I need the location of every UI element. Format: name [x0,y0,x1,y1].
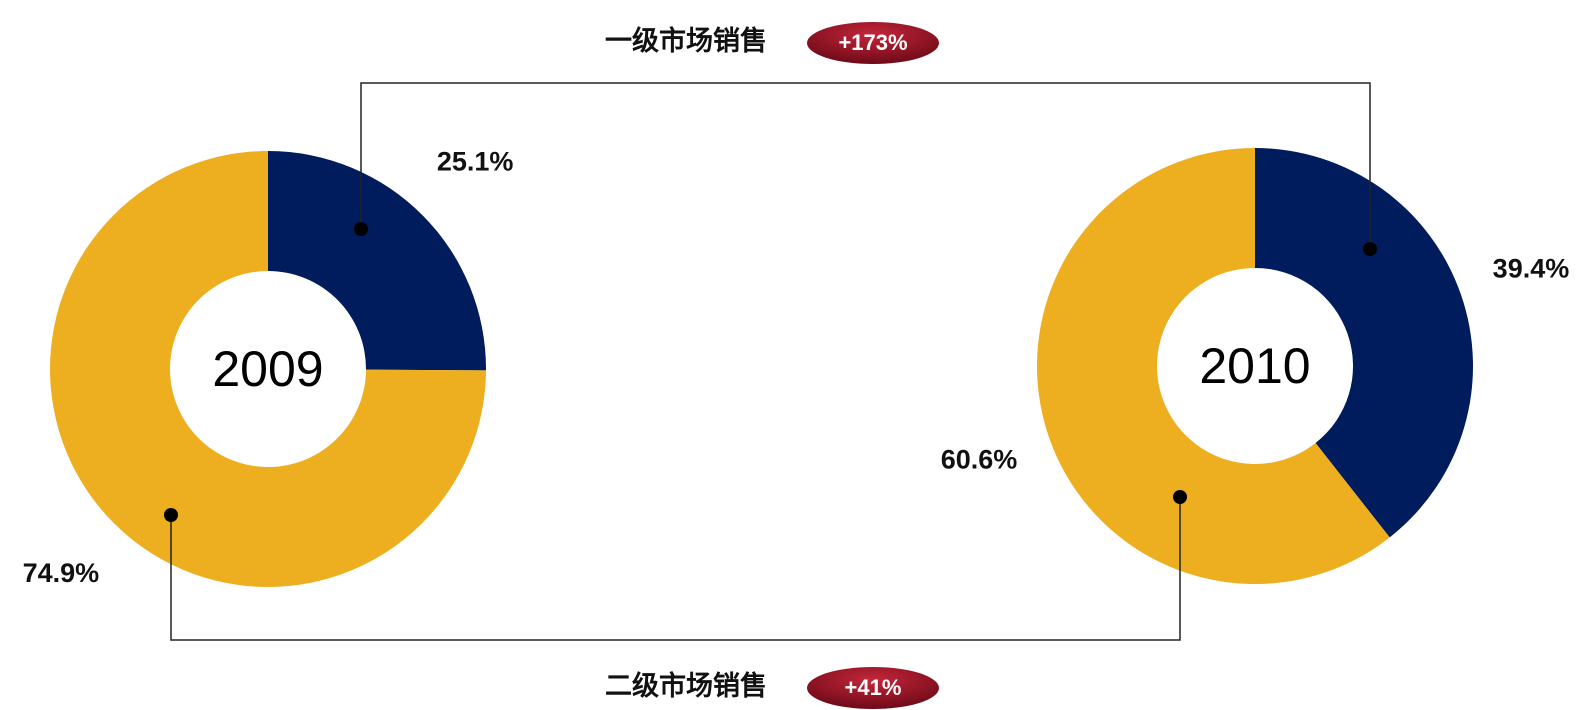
link-label: 二级市场销售 [605,670,767,701]
connector-line [170,497,1181,641]
connector-line [360,82,1371,249]
link-label: 一级市场销售 [605,25,767,56]
badge-label: +41% [845,675,902,700]
donut-slice [268,151,486,371]
data-label: 74.9% [23,558,100,588]
donut-slice [49,151,486,587]
badge [807,667,939,709]
data-label: 39.4% [1493,254,1570,284]
badge [807,22,939,64]
center-label: 2009 [212,341,323,397]
connector-dot [354,222,368,236]
data-label: 60.6% [941,445,1018,475]
connector-dot [1173,490,1187,504]
center-label: 2010 [1199,338,1310,394]
donut-slice [1255,148,1473,538]
connector-dot [164,508,178,522]
badge-label: +173% [838,30,907,55]
data-label: 25.1% [437,146,514,176]
connector-dot [1363,242,1377,256]
donut-slice [1037,148,1390,584]
